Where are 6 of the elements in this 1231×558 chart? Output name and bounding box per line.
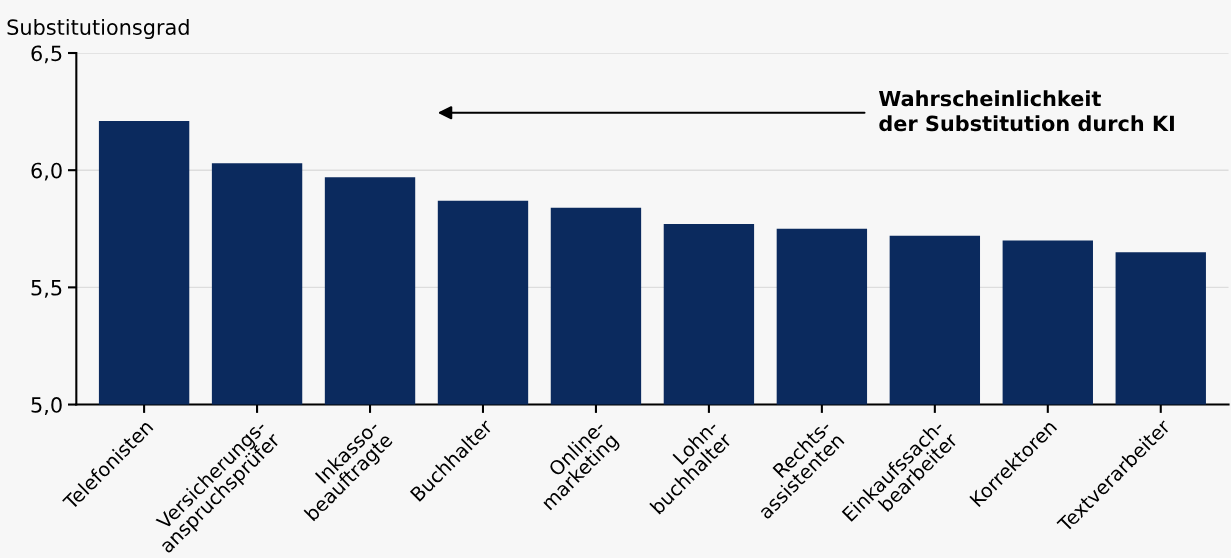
y-tick-label: 5,0 xyxy=(31,397,62,415)
y-tick-label: 5,5 xyxy=(31,280,62,298)
y-axis-title: Substitutionsgrad xyxy=(7,18,189,40)
y-tick-label: 6,5 xyxy=(31,45,62,64)
annotation: Wahrscheinlichkeit der Substitution durch KI xyxy=(878,90,1174,132)
y-tick-label: 6,0 xyxy=(31,162,62,181)
